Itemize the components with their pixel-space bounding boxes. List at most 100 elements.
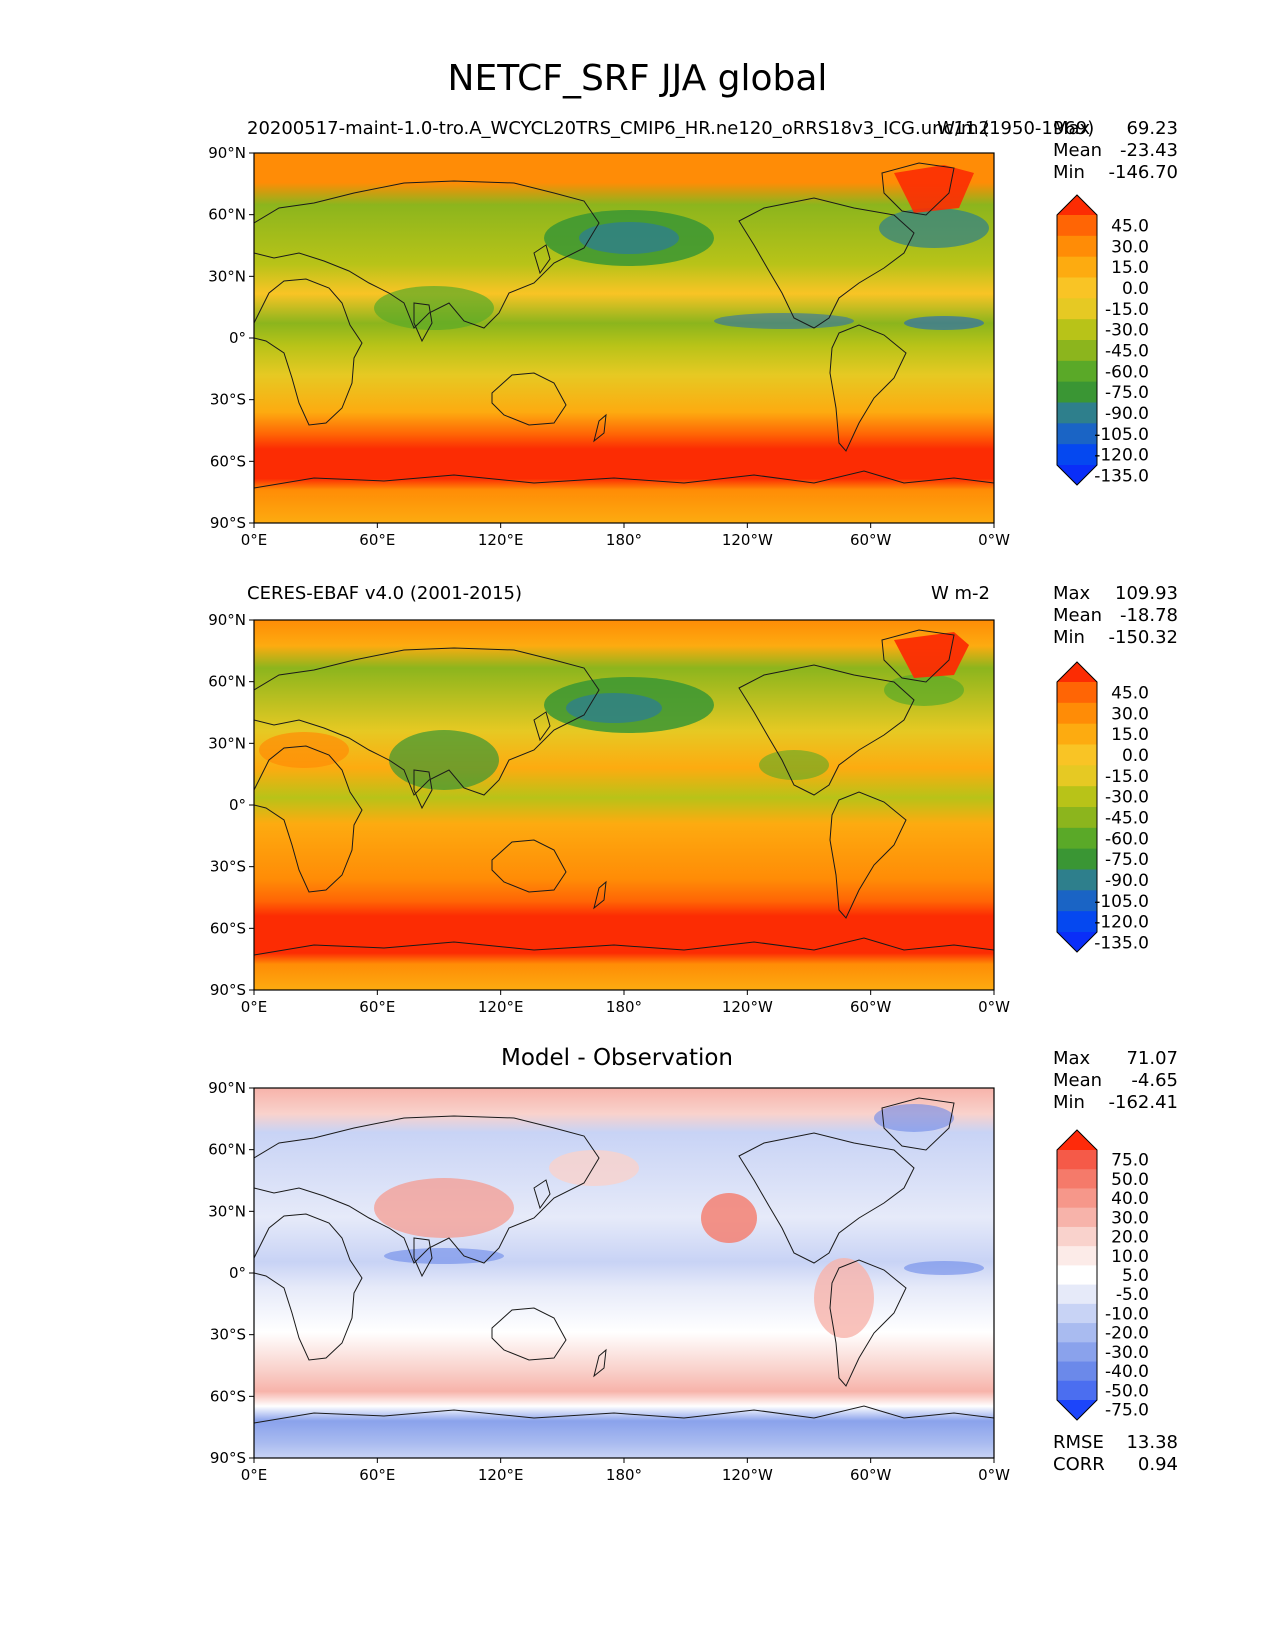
colorbar-extend-max (1057, 1130, 1097, 1150)
colorbar-segment (1057, 848, 1097, 870)
lon-tick-label: 180° (606, 531, 642, 549)
lat-tick-label: 90°S (210, 981, 246, 999)
panel2-field (254, 620, 994, 990)
colorbar-tick-label: 40.0 (1111, 1189, 1149, 1209)
lat-tick-label: 60°S (210, 1387, 246, 1405)
panel3-title: Model - Observation (500, 1045, 734, 1071)
panel3-stats: Max 71.07 Mean -4.65 Min -162.41 (1053, 1048, 1178, 1113)
panel2-units: W m-2 (930, 583, 990, 604)
lon-tick-label: 60°E (359, 531, 395, 549)
colorbar-tick-label: -45.0 (1105, 341, 1149, 361)
colorbar-segment (1057, 827, 1097, 850)
lon-tick-label: 0°E (241, 1466, 268, 1484)
colorbar-tick-label: -30.0 (1105, 788, 1149, 808)
lon-tick-label: 180° (606, 1466, 642, 1484)
colorbar-extend-max (1057, 662, 1097, 682)
colorbar-tick-label: 50.0 (1111, 1170, 1149, 1190)
colorbar-tick-label: -135.0 (1094, 466, 1149, 486)
lat-tick-label: 30°S (210, 391, 246, 409)
colorbar-segment (1057, 765, 1097, 787)
colorbar-segment (1057, 256, 1097, 278)
lat-tick-label: 30°S (210, 1326, 246, 1344)
lon-tick-label: 120°E (478, 1466, 524, 1484)
colorbar-segment (1057, 890, 1097, 912)
lon-tick-label: 120°W (722, 531, 773, 549)
colorbar-segment (1057, 1323, 1097, 1343)
colorbar-tick-label: 30.0 (1111, 704, 1149, 724)
lat-tick-label: 90°S (210, 1449, 246, 1467)
colorbar-tick-label: 0.0 (1122, 746, 1149, 766)
colorbar-tick-label: -75.0 (1105, 1401, 1149, 1421)
colorbar-tick-label: -90.0 (1105, 404, 1149, 424)
colorbar-tick-label: -135.0 (1094, 933, 1149, 953)
panel3-field (254, 1088, 994, 1458)
lat-tick-label: 90°N (208, 611, 246, 629)
colorbar-tick-label: -60.0 (1105, 829, 1149, 849)
colorbar-tick-label: -75.0 (1105, 383, 1149, 403)
lon-tick-label: 0°E (241, 531, 268, 549)
colorbar-segment (1057, 1188, 1097, 1209)
colorbar-tick-label: -20.0 (1105, 1324, 1149, 1344)
colorbar-tick-label: -5.0 (1116, 1285, 1149, 1305)
lon-tick-label: 0°W (978, 998, 1010, 1016)
colorbar-tick-label: 45.0 (1111, 216, 1149, 236)
colorbar-segment (1057, 340, 1097, 362)
colorbar-segment (1057, 1265, 1097, 1286)
lon-tick-label: 120°W (722, 998, 773, 1016)
colorbar-tick-label: 30.0 (1111, 237, 1149, 257)
colorbar-segment (1057, 1207, 1097, 1228)
colorbar-tick-label: -50.0 (1105, 1381, 1149, 1401)
panel3-map (253, 1087, 995, 1459)
colorbar-segment (1057, 1284, 1097, 1305)
lon-tick-label: 60°W (850, 1466, 892, 1484)
lat-tick-label: 0° (229, 796, 246, 814)
colorbar-extend-min (1057, 465, 1097, 485)
lat-tick-label: 0° (229, 1264, 246, 1282)
colorbar-tick-label: -10.0 (1105, 1304, 1149, 1324)
colorbar-segment (1057, 1361, 1097, 1382)
colorbar-segment (1057, 444, 1097, 466)
colorbar-segment (1057, 1303, 1097, 1324)
panel1-units: W/m2 (937, 118, 990, 139)
lat-tick-label: 90°S (210, 514, 246, 532)
lon-tick-label: 120°E (478, 998, 524, 1016)
colorbar-tick-label: 15.0 (1111, 725, 1149, 745)
figure-title: NETCF_SRF JJA global (447, 58, 828, 99)
colorbar-tick-label: -90.0 (1105, 871, 1149, 891)
panel3-metrics: RMSE 13.38 CORR 0.94 (1053, 1432, 1178, 1475)
colorbar-segment (1057, 1342, 1097, 1363)
colorbar-extend-min (1057, 932, 1097, 952)
colorbar-segment (1057, 1246, 1097, 1266)
colorbar-tick-label: 5.0 (1122, 1266, 1149, 1286)
panel2-title: CERES-EBAF v4.0 (2001-2015) (247, 583, 523, 604)
colorbar-tick-label: 20.0 (1111, 1228, 1149, 1248)
colorbar-segment (1057, 1169, 1097, 1189)
colorbar-segment (1057, 702, 1097, 725)
colorbar-tick-label: 30.0 (1111, 1208, 1149, 1228)
lon-tick-label: 60°W (850, 531, 892, 549)
colorbar-extend-max (1057, 195, 1097, 215)
panel1-stats: Max 69.23 Mean -23.43 Min -146.70 (1053, 118, 1178, 183)
colorbar-tick-label: 15.0 (1111, 258, 1149, 278)
colorbar-segment (1057, 298, 1097, 320)
colorbar-tick-label: -45.0 (1105, 808, 1149, 828)
colorbar-tick-label: -120.0 (1094, 446, 1149, 466)
colorbar-segment (1057, 807, 1097, 829)
colorbar-tick-label: -15.0 (1105, 767, 1149, 787)
colorbar-tick-label: -120.0 (1094, 913, 1149, 933)
colorbar-segment (1057, 869, 1097, 891)
colorbar-tick-label: 10.0 (1111, 1247, 1149, 1267)
colorbar-segment (1057, 423, 1097, 445)
panel1-title: 20200517-maint-1.0-tro.A_WCYCL20TRS_CMIP… (247, 118, 1095, 139)
colorbar-tick-label: -15.0 (1105, 300, 1149, 320)
lon-tick-label: 120°E (478, 531, 524, 549)
colorbar-segment (1057, 215, 1097, 237)
lat-tick-label: 30°S (210, 858, 246, 876)
colorbar-segment (1057, 1226, 1097, 1247)
panel2-stats: Max 109.93 Mean -18.78 Min -150.32 (1053, 583, 1178, 648)
lat-tick-label: 30°N (208, 267, 246, 285)
colorbar-segment (1057, 786, 1097, 808)
colorbar-segment (1057, 682, 1097, 704)
panel1-field (254, 153, 994, 523)
